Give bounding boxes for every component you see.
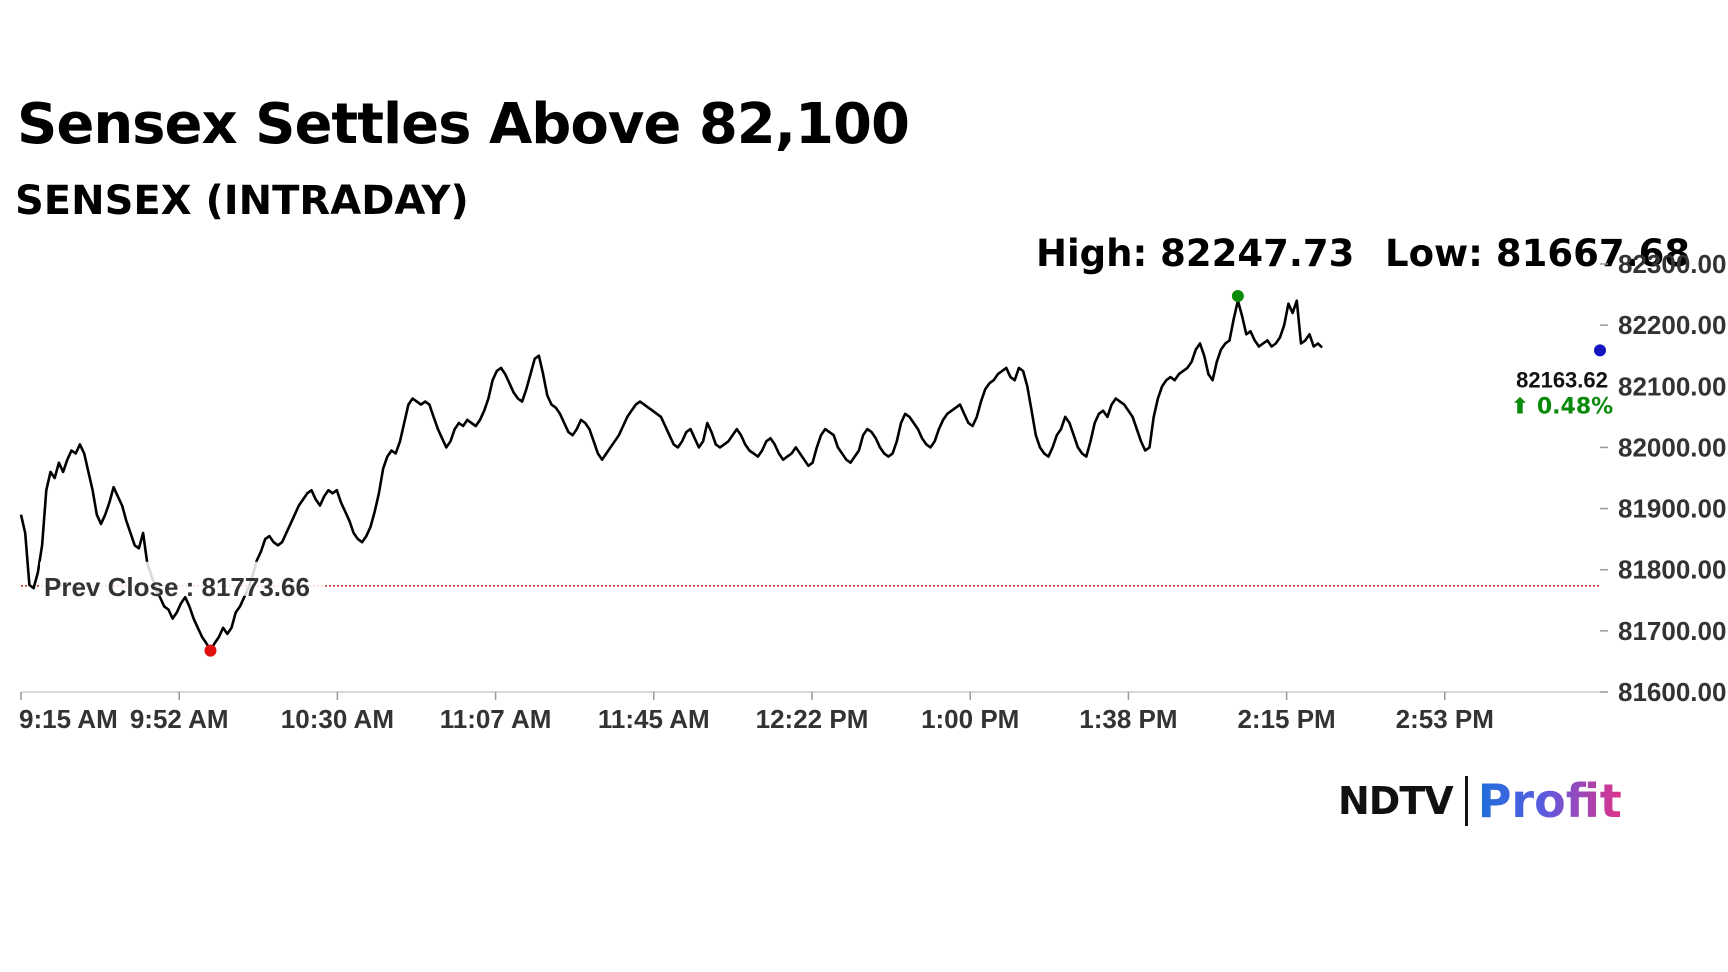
y-tick-label: 81600.00 (1618, 677, 1726, 707)
chart-title: SENSEX (INTRADAY) (15, 178, 469, 224)
x-tick-label: 11:07 AM (440, 704, 552, 734)
y-tick-label: 81700.00 (1618, 616, 1726, 646)
change-percent-label: ⬆ 0.48% (1511, 394, 1613, 419)
headline: Sensex Settles Above 82,100 (17, 92, 910, 157)
x-tick-label: 1:00 PM (921, 704, 1019, 734)
y-tick-label: 82300.00 (1618, 249, 1726, 279)
y-tick-label: 82200.00 (1618, 310, 1726, 340)
y-tick-label: 82100.00 (1618, 371, 1726, 401)
low-point-dot (204, 644, 217, 657)
brand-logo: NDTV Profit (1338, 774, 1622, 828)
profit-wordmark: Profit (1477, 774, 1622, 828)
sensex-series-line (19, 299, 1323, 652)
high-label: High: 82247.73 (1036, 232, 1355, 275)
x-tick-label: 2:15 PM (1237, 704, 1335, 734)
y-tick-label: 81900.00 (1618, 494, 1726, 524)
prev-close-label: Prev Close : 81773.66 (44, 572, 310, 602)
prev-close-label-bg (40, 561, 324, 596)
x-tick-label: 12:22 PM (756, 704, 869, 734)
high-point-dot (1231, 289, 1244, 302)
ndtv-wordmark: NDTV (1338, 779, 1454, 823)
low-label: Low: 81667.68 (1385, 232, 1691, 275)
x-tick-label: 9:52 AM (130, 704, 229, 734)
logo-divider (1464, 776, 1468, 826)
y-tick-label: 82000.00 (1618, 432, 1726, 462)
x-tick-label: 1:38 PM (1079, 704, 1177, 734)
x-tick-label: 11:45 AM (598, 704, 710, 734)
last-value-label: 82163.62 (1516, 367, 1608, 392)
y-tick-label: 81800.00 (1618, 555, 1726, 585)
last-value-dot (1594, 344, 1606, 357)
x-tick-label: 2:53 PM (1396, 704, 1494, 734)
x-tick-label: 9:15 AM (19, 704, 118, 734)
x-tick-label: 10:30 AM (281, 704, 394, 734)
